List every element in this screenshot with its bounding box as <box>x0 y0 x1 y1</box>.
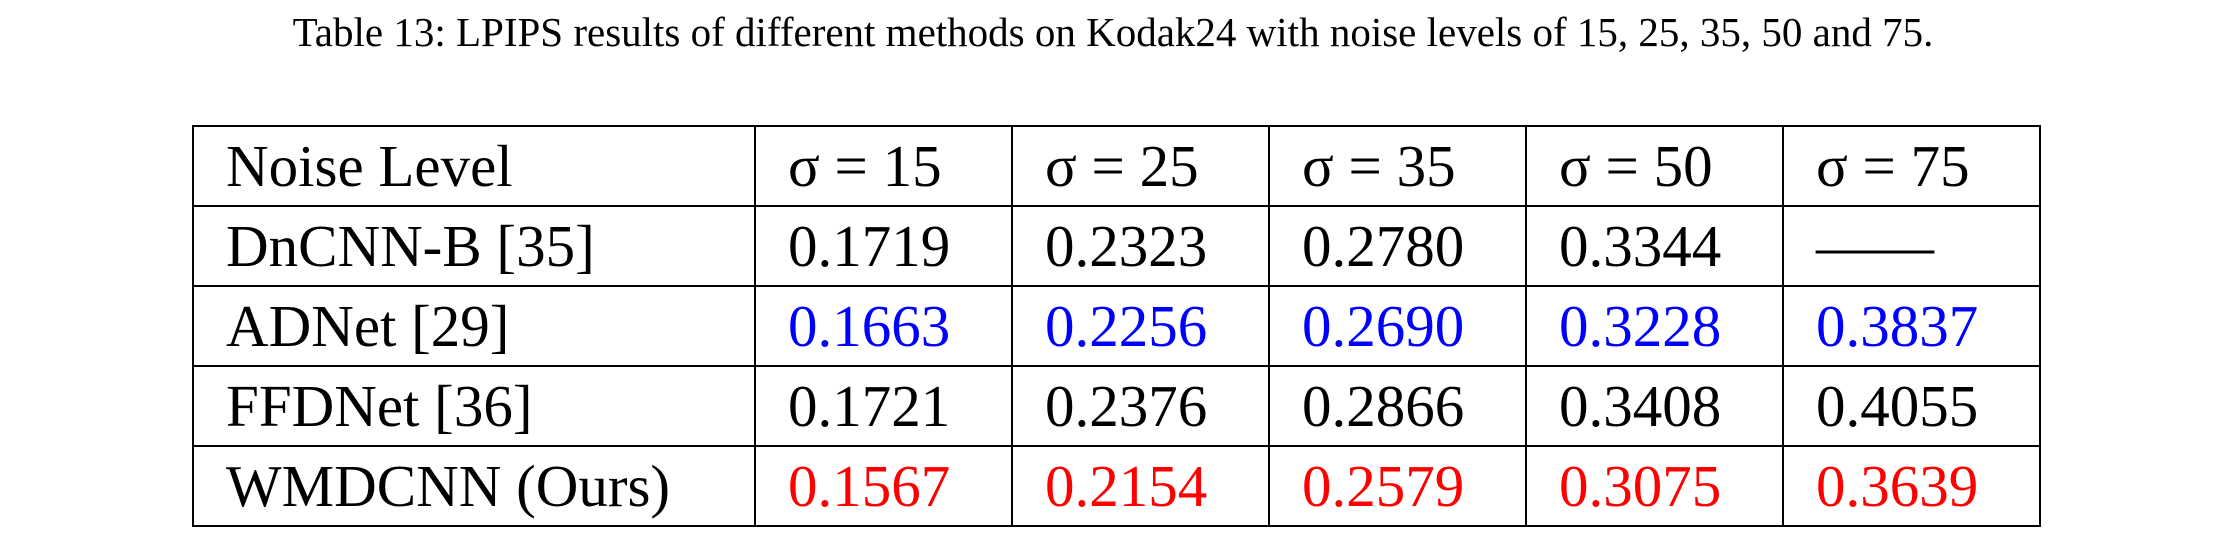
row-label: ADNet [29] <box>192 285 756 367</box>
table-cell: 0.3639 <box>1782 445 2041 527</box>
table-cell: σ = 50 <box>1525 125 1784 207</box>
table-cell: 0.1721 <box>754 365 1013 447</box>
table-row: Noise Level σ = 15 σ = 25 σ = 35 σ = 50 σ = 7… <box>192 125 2041 207</box>
table-cell: 0.2780 <box>1268 205 1527 287</box>
table-row: WMDCNN (Ours) 0.1567 0.2154 0.2579 0.3075 0.3… <box>192 445 2041 527</box>
table-cell: 0.2323 <box>1011 205 1270 287</box>
results-table: Noise Level σ = 15 σ = 25 σ = 35 σ = 50 σ = 7… <box>192 125 2041 527</box>
table-cell: 0.2376 <box>1011 365 1270 447</box>
table-cell: 0.1663 <box>754 285 1013 367</box>
table-cell: 0.2154 <box>1011 445 1270 527</box>
table-cell: σ = 75 <box>1782 125 2041 207</box>
table-row: DnCNN-B [35] 0.1719 0.2323 0.2780 0.3344 —— <box>192 205 2041 287</box>
row-label: WMDCNN (Ours) <box>192 445 756 527</box>
table-cell: 0.3837 <box>1782 285 2041 367</box>
table-cell: 0.2690 <box>1268 285 1527 367</box>
table-cell: 0.3408 <box>1525 365 1784 447</box>
table-row: ADNet [29] 0.1663 0.2256 0.2690 0.3228 0.3837 <box>192 285 2041 367</box>
table-cell: σ = 15 <box>754 125 1013 207</box>
table-cell: 0.2256 <box>1011 285 1270 367</box>
table-cell: 0.3075 <box>1525 445 1784 527</box>
table-cell: 0.1719 <box>754 205 1013 287</box>
table-cell: 0.4055 <box>1782 365 2041 447</box>
table-cell: 0.3344 <box>1525 205 1784 287</box>
table-caption: Table 13: LPIPS results of different met… <box>292 9 1934 55</box>
table-cell: σ = 35 <box>1268 125 1527 207</box>
table-cell: —— <box>1782 205 2041 287</box>
row-label: DnCNN-B [35] <box>192 205 756 287</box>
row-label: Noise Level <box>192 125 756 207</box>
table-cell: σ = 25 <box>1011 125 1270 207</box>
row-label: FFDNet [36] <box>192 365 756 447</box>
table-cell: 0.2579 <box>1268 445 1527 527</box>
table-cell: 0.2866 <box>1268 365 1527 447</box>
table-cell: 0.1567 <box>754 445 1013 527</box>
table-cell: 0.3228 <box>1525 285 1784 367</box>
table-row: FFDNet [36] 0.1721 0.2376 0.2866 0.3408 0.405… <box>192 365 2041 447</box>
